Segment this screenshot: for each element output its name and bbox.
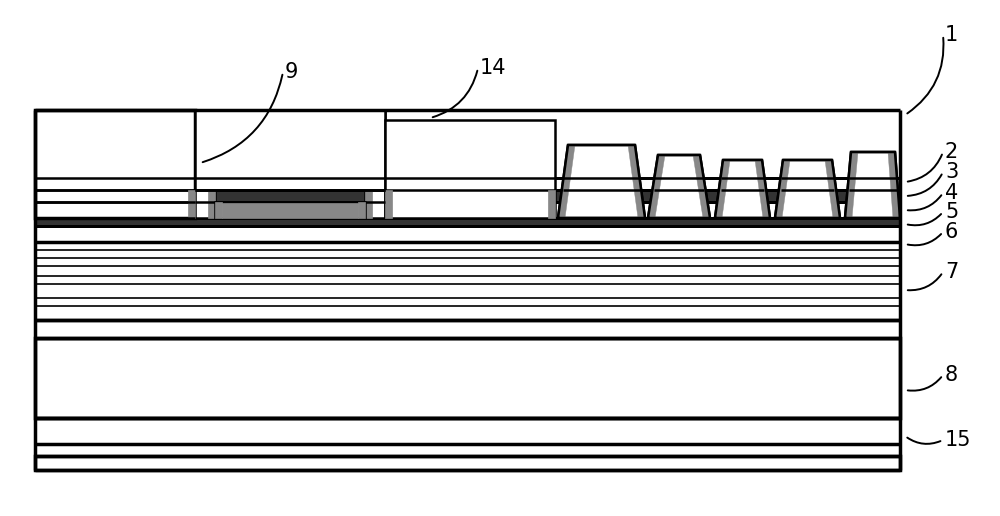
Polygon shape [845, 152, 858, 218]
Polygon shape [558, 145, 575, 218]
Text: 6: 6 [945, 222, 958, 242]
Text: 2: 2 [945, 142, 958, 162]
Text: 15: 15 [945, 430, 972, 450]
Polygon shape [628, 145, 645, 218]
Polygon shape [648, 155, 710, 218]
Bar [222, 203, 358, 218]
Bar [35, 320, 900, 338]
Bar [385, 120, 555, 218]
Bar [195, 110, 385, 190]
Bar [358, 202, 365, 218]
Bar [35, 110, 195, 218]
Bar [215, 202, 222, 218]
Text: 14: 14 [480, 58, 507, 78]
Text: 8: 8 [945, 365, 958, 385]
Bar [188, 190, 195, 218]
Polygon shape [775, 160, 790, 218]
Bar [385, 190, 392, 218]
Polygon shape [845, 152, 900, 218]
Bar [35, 178, 900, 190]
Bar [365, 190, 372, 218]
Polygon shape [775, 160, 840, 218]
Bar [365, 110, 385, 218]
Polygon shape [693, 155, 710, 218]
Bar [35, 242, 900, 320]
Text: 7: 7 [945, 262, 958, 282]
Bar [35, 218, 900, 226]
Text: 9: 9 [285, 62, 298, 82]
Text: 4: 4 [945, 183, 958, 203]
Text: 3: 3 [945, 162, 958, 182]
Polygon shape [825, 160, 840, 218]
Polygon shape [558, 145, 645, 218]
Text: 5: 5 [945, 202, 958, 222]
Bar [35, 338, 900, 418]
Polygon shape [888, 152, 900, 218]
Bar [548, 190, 555, 218]
Text: 1: 1 [945, 25, 958, 45]
Polygon shape [648, 155, 665, 218]
Bar [35, 418, 900, 444]
Bar [35, 456, 900, 470]
Polygon shape [755, 160, 770, 218]
Bar [208, 190, 215, 218]
Bar [35, 226, 900, 242]
Polygon shape [715, 160, 770, 218]
Polygon shape [715, 160, 730, 218]
Bar [35, 190, 900, 202]
Bar [35, 202, 900, 218]
Bar [215, 202, 365, 218]
Bar [195, 110, 215, 218]
